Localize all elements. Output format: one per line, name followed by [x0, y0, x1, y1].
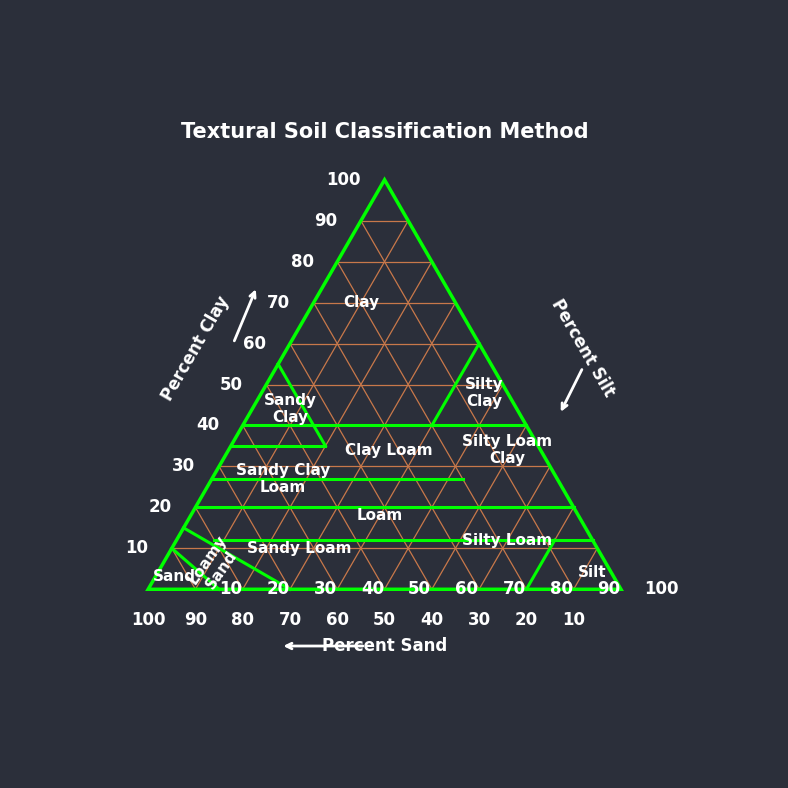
Text: Sandy Loam: Sandy Loam [247, 541, 351, 556]
Text: Sand: Sand [153, 570, 195, 585]
Text: 20: 20 [266, 580, 289, 598]
Text: 60: 60 [455, 580, 478, 598]
Text: Clay: Clay [343, 296, 379, 310]
Text: Clay Loam: Clay Loam [345, 443, 433, 458]
Text: 20: 20 [515, 611, 538, 629]
Text: 40: 40 [420, 611, 444, 629]
Text: Loamy
Sand: Loamy Sand [185, 533, 243, 597]
Text: 50: 50 [408, 580, 431, 598]
Text: 100: 100 [326, 171, 361, 189]
Text: Sandy
Clay: Sandy Clay [263, 393, 317, 426]
Text: 30: 30 [467, 611, 491, 629]
Text: Silty Loam: Silty Loam [463, 533, 552, 548]
Text: 80: 80 [231, 611, 255, 629]
Text: 40: 40 [361, 580, 384, 598]
Text: 30: 30 [173, 458, 195, 475]
Text: 70: 70 [278, 611, 302, 629]
Text: Silty
Clay: Silty Clay [464, 377, 504, 409]
Text: 10: 10 [562, 611, 585, 629]
Text: Percent Silt: Percent Silt [548, 296, 619, 400]
Text: 80: 80 [550, 580, 573, 598]
Text: 80: 80 [291, 253, 314, 271]
Text: 10: 10 [125, 539, 148, 557]
Text: Textural Soil Classification Method: Textural Soil Classification Method [180, 122, 589, 142]
Text: 50: 50 [373, 611, 396, 629]
Text: 60: 60 [243, 335, 266, 352]
Text: Percent Sand: Percent Sand [322, 637, 447, 655]
Text: 20: 20 [149, 498, 172, 516]
Text: Silty Loam
Clay: Silty Loam Clay [463, 434, 552, 466]
Text: Loam: Loam [357, 508, 403, 523]
Text: 50: 50 [220, 376, 243, 393]
Text: 90: 90 [597, 580, 620, 598]
Text: 70: 70 [267, 294, 290, 311]
Text: 60: 60 [325, 611, 349, 629]
Text: 70: 70 [503, 580, 526, 598]
Text: 100: 100 [131, 611, 165, 629]
Text: 30: 30 [314, 580, 336, 598]
Text: 40: 40 [196, 417, 219, 434]
Text: Sandy Clay
Loam: Sandy Clay Loam [236, 463, 330, 495]
Text: 90: 90 [184, 611, 207, 629]
Text: 100: 100 [645, 580, 679, 598]
Text: Silt: Silt [578, 566, 607, 581]
Text: 90: 90 [314, 212, 337, 230]
Text: 10: 10 [219, 580, 242, 598]
Text: Percent Clay: Percent Clay [158, 292, 232, 403]
